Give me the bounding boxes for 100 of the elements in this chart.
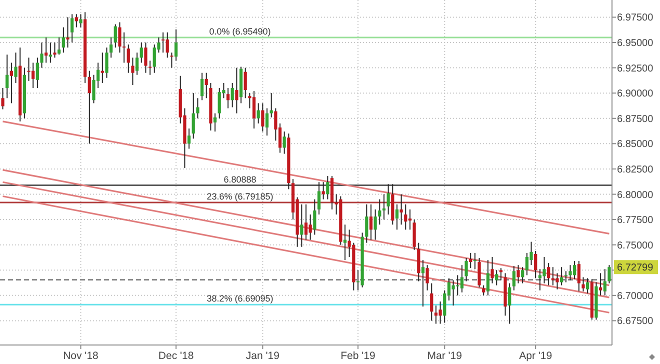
candlestick: [14, 52, 18, 84]
candlestick: [599, 272, 602, 296]
candlestick: [469, 252, 472, 269]
candlestick: [92, 74, 96, 104]
candlestick: [136, 52, 139, 76]
candlestick: [421, 260, 425, 308]
candlestick: [408, 208, 412, 230]
candlestick: [386, 184, 390, 215]
candlestick: [66, 16, 70, 48]
candlestick: [378, 198, 382, 226]
y-tick-label: 6.67500: [617, 316, 654, 328]
candlestick: [560, 266, 564, 286]
y-tick-label: 6.90000: [617, 88, 654, 100]
candlestick: [48, 42, 52, 64]
ref-line-label: 0.0% (6.95490): [209, 26, 271, 37]
candlestick: [105, 47, 108, 78]
candlestick: [74, 14, 78, 28]
candlestick: [482, 284, 486, 296]
candlestick: [430, 282, 434, 322]
candlestick: [6, 54, 9, 99]
y-tick-label: 6.95000: [617, 38, 654, 49]
candlestick: [512, 266, 516, 291]
candlestick: [374, 208, 377, 240]
x-tick-label: Nov '18: [63, 350, 99, 362]
candlestick: [582, 276, 585, 292]
candlestick: [166, 32, 169, 58]
candlestick: [478, 257, 481, 288]
candlestick: [131, 57, 134, 86]
candlestick: [534, 250, 538, 279]
candlestick: [490, 256, 494, 284]
candlestick: [252, 90, 256, 129]
y-tick-label: 6.82500: [617, 164, 654, 176]
candlestick: [187, 128, 191, 150]
candlestick: [244, 67, 247, 99]
y-tick-label: 6.97500: [617, 12, 654, 24]
y-tick-label: 6.77500: [617, 215, 654, 226]
candlestick: [79, 14, 82, 28]
x-tick-label: Mar '19: [427, 350, 462, 362]
x-tick-label: Dec '18: [158, 350, 194, 362]
candlestick: [404, 204, 408, 230]
candlestick: [603, 268, 606, 296]
y-tick-label: 6.92500: [617, 63, 654, 74]
y-tick-label: 6.87500: [617, 114, 654, 125]
candlestick: [343, 224, 347, 261]
candlestick: [369, 204, 373, 240]
candlestick: [1, 88, 4, 110]
x-tick-label: Apr '19: [519, 350, 552, 362]
candlestick: [564, 270, 568, 283]
candlestick: [438, 300, 442, 324]
y-tick-label: 6.75000: [617, 240, 654, 252]
candlestick: [58, 36, 61, 56]
candlestick: [100, 52, 104, 84]
candlestick: [568, 264, 572, 281]
candlestick: [10, 62, 13, 104]
candlestick: [261, 102, 264, 132]
candlestick: [230, 82, 234, 108]
candlestick: [400, 194, 403, 226]
candlestick: [148, 60, 152, 76]
candlestick: [270, 92, 273, 118]
candlestick: [204, 72, 208, 99]
candlestick: [395, 204, 399, 230]
candlestick: [304, 204, 308, 240]
x-tick-label: Jan '19: [246, 350, 280, 362]
candlestick: [434, 305, 438, 324]
y-tick-label: 6.85000: [617, 139, 654, 150]
y-tick-label: 6.70000: [617, 290, 654, 302]
candlestick: [70, 14, 74, 43]
candlestick: [464, 257, 468, 282]
candlestick: [516, 264, 520, 284]
candlestick: [547, 262, 550, 286]
candlestick: [170, 52, 174, 68]
candlestick: [473, 252, 476, 270]
candlestick: [530, 241, 533, 266]
candlestick: [556, 272, 559, 290]
candlestick: [326, 176, 330, 200]
ref-line-label: 38.2% (6.69095): [206, 294, 274, 304]
candlestick: [495, 270, 498, 286]
candlestick: [140, 42, 143, 64]
x-tick-label: Feb '19: [340, 350, 376, 362]
candlestick: [608, 264, 611, 284]
candlestick: [110, 36, 113, 58]
candlestick: [88, 70, 91, 144]
candlestick: [200, 72, 204, 101]
candlestick: [508, 282, 512, 324]
candlestick: [308, 214, 312, 240]
candlestick: [213, 112, 217, 132]
candlestick: [365, 204, 368, 244]
candlestick: [161, 32, 165, 54]
candlestick: [174, 28, 178, 62]
candlestick: [521, 266, 524, 284]
candlestick: [382, 194, 386, 220]
candlestick: [313, 198, 316, 236]
y-tick-label: 6.80000: [617, 190, 654, 201]
candlestick: [265, 108, 269, 136]
candlestick: [586, 278, 590, 294]
candlestick: [226, 88, 230, 109]
candlestick: [144, 42, 148, 74]
candlestick: [196, 98, 200, 119]
candlestick: [300, 204, 304, 248]
candlestick: [192, 92, 195, 140]
